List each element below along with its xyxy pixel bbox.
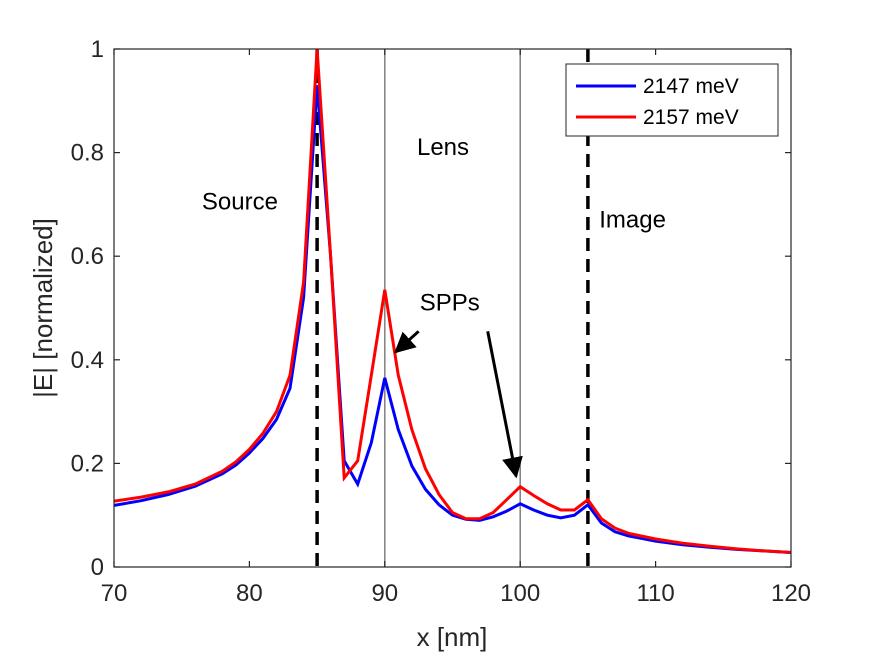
plot-frame: [113, 48, 792, 568]
x-axis-ticks: 70 80 90 100 110 120: [101, 49, 811, 607]
x-tick-label: 90: [371, 580, 398, 607]
y-axis-ticks: 0 0.2 0.4 0.6 0.8 1: [71, 36, 791, 581]
legend-label-2157: 2157 meV: [643, 106, 739, 129]
series-lines: [114, 49, 791, 554]
legend: 2147 meV 2157 meV: [565, 63, 779, 137]
annotation-spps: SPPs: [420, 290, 480, 317]
y-tick-label: 0.4: [71, 347, 104, 374]
annotation-lens: Lens: [417, 134, 469, 161]
y-tick-label: 0: [91, 554, 104, 581]
x-tick-label: 70: [101, 580, 128, 607]
spps-arrow-2: [486, 331, 523, 479]
annotation-arrows: [394, 330, 523, 479]
annotation-image: Image: [599, 207, 666, 234]
legend-label-2147: 2147 meV: [643, 75, 739, 98]
y-axis-label: |E| [normalized]: [28, 218, 58, 398]
annotations: Source Lens Image SPPs: [202, 134, 666, 316]
series-line-2147-meV: [114, 85, 791, 554]
x-tick-label: 80: [236, 580, 263, 607]
series-line-2157-meV: [114, 49, 791, 554]
y-tick-label: 1: [91, 36, 104, 63]
y-tick-label: 0.2: [71, 450, 104, 477]
legend-box: [565, 63, 779, 137]
x-tick-label: 110: [636, 580, 674, 607]
y-tick-label: 0.8: [71, 140, 104, 167]
spps-arrow-1: [394, 330, 420, 354]
x-tick-label: 100: [500, 580, 540, 607]
y-tick-label: 0.6: [71, 243, 104, 270]
x-tick-label: 120: [771, 580, 811, 607]
annotation-source: Source: [202, 189, 278, 216]
x-axis-label: x [nm]: [417, 622, 488, 652]
